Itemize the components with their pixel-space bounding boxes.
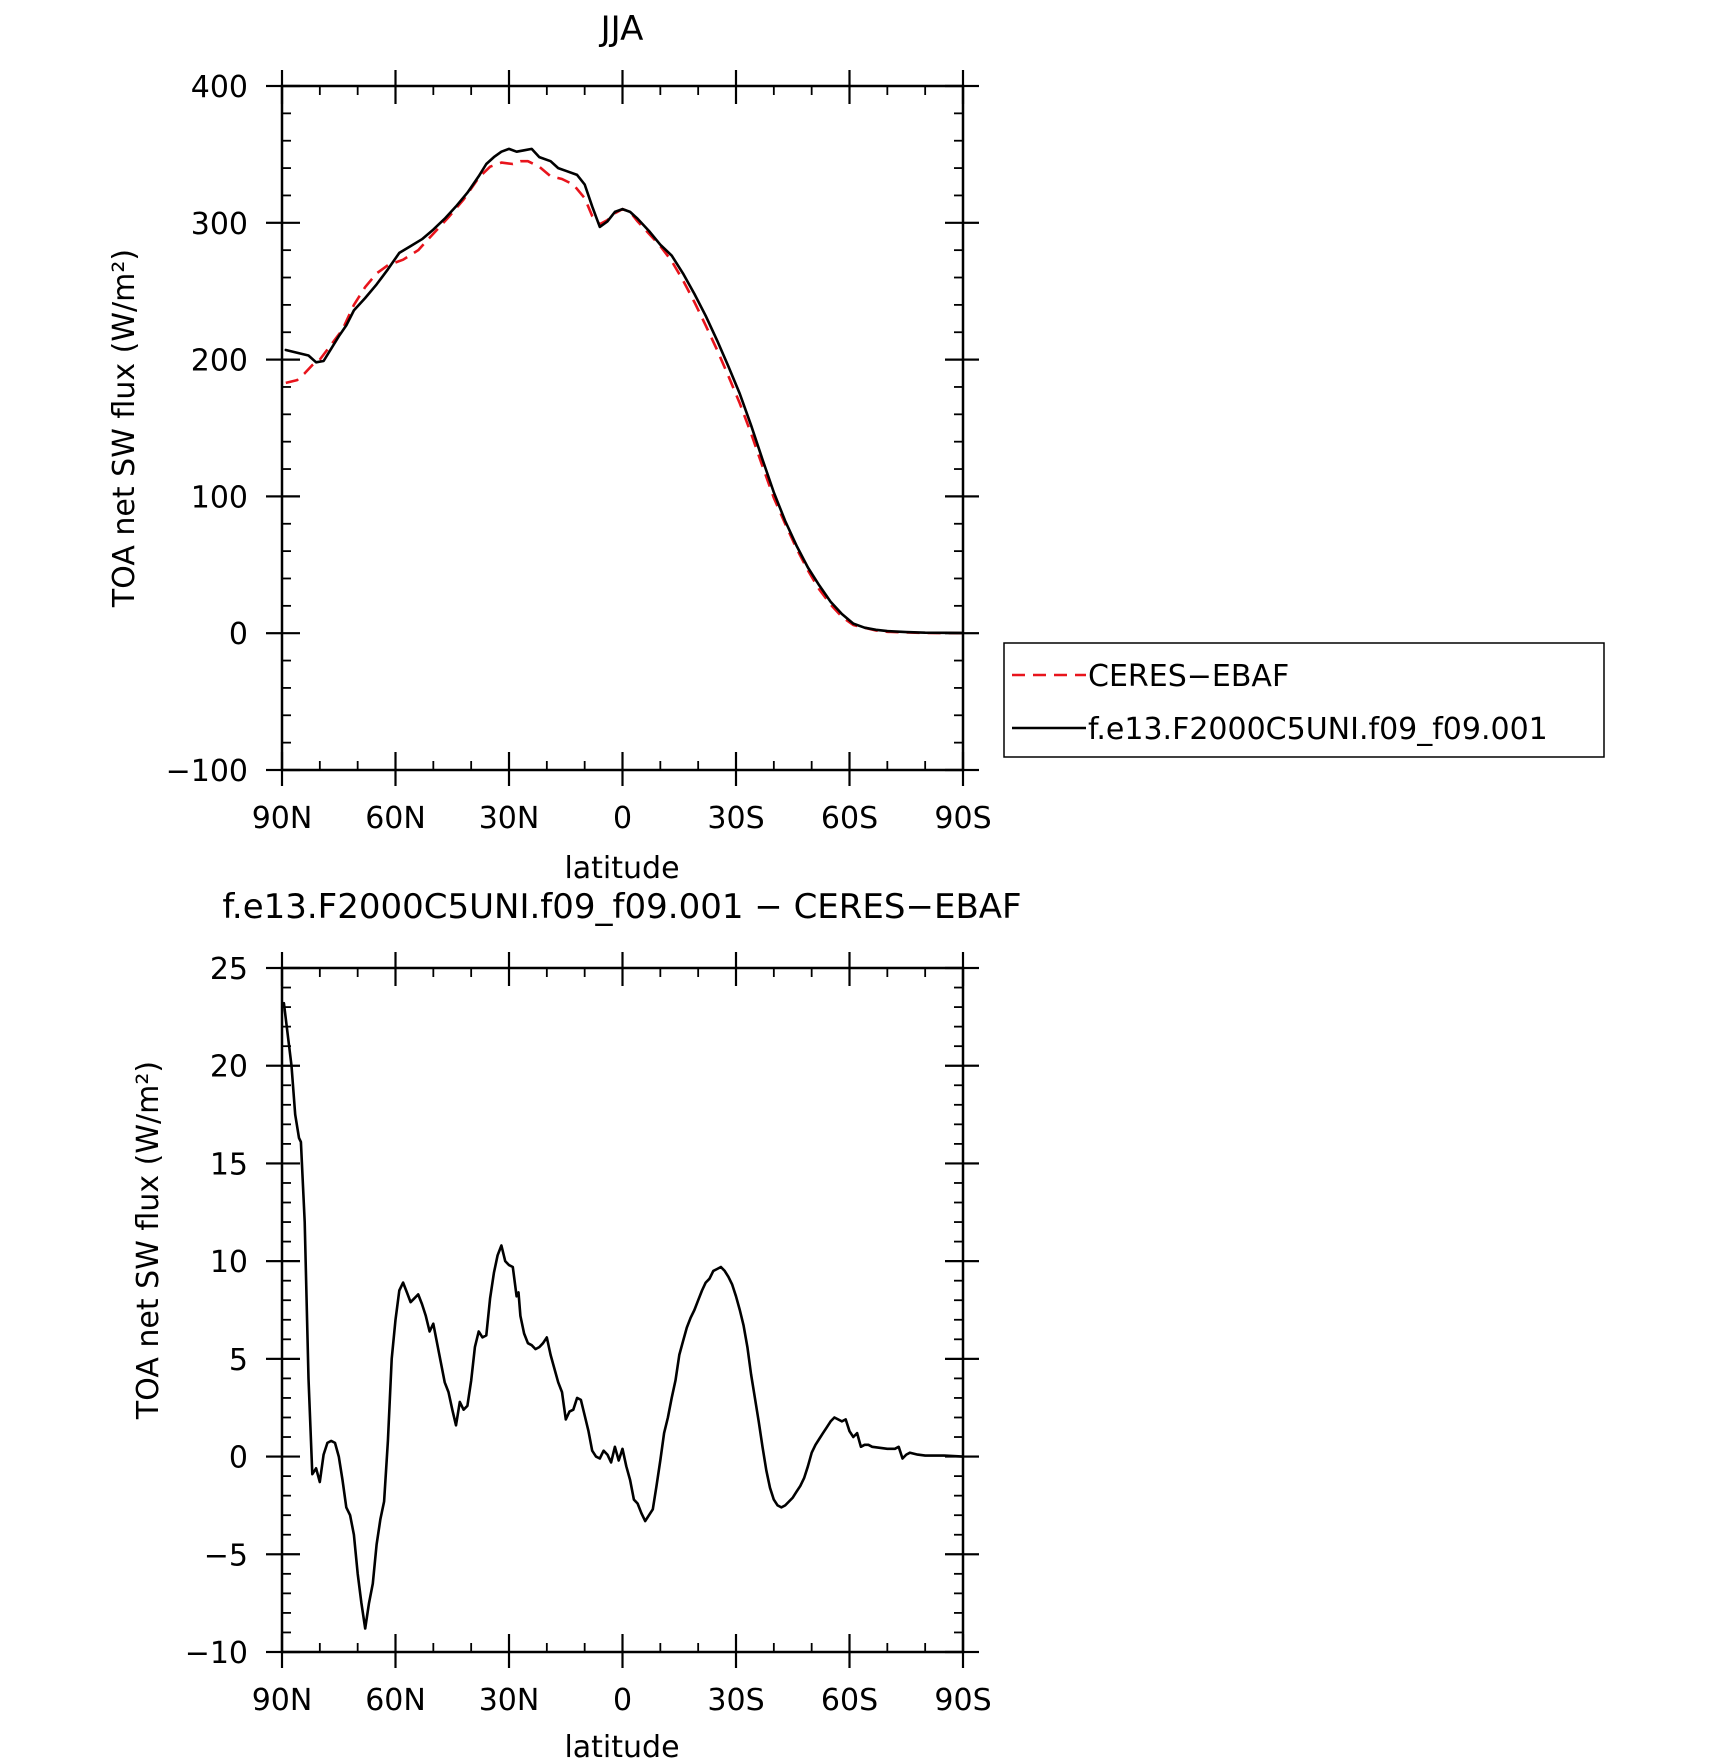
y-tick-label: −100	[166, 754, 248, 789]
x-tick-label: 30N	[479, 801, 540, 836]
series-line-1-0	[282, 1001, 965, 1630]
x-tick-label: 90N	[252, 801, 313, 836]
y-tick-label: 0	[229, 617, 248, 652]
x-tick-label: 60S	[821, 801, 878, 836]
bottom-tick-labels: 90N 60N 30N 0 30S 60S 90S 25 20 15 10 5 0 −5 −10	[185, 952, 992, 1718]
x-tick-label: 30N	[479, 1683, 540, 1718]
top-series-lines	[284, 147, 965, 635]
y-tick-label: 400	[191, 70, 248, 105]
top-x-axis-label: latitude	[564, 851, 679, 886]
y-tick-label: −5	[204, 1538, 248, 1573]
y-tick-label: 300	[191, 207, 248, 242]
x-tick-label: 30S	[707, 1683, 764, 1718]
y-tick-label: 20	[210, 1050, 248, 1085]
y-tick-label: 25	[210, 952, 248, 987]
top-y-axis-label: TOA net SW flux (W/m²)	[107, 249, 142, 608]
x-tick-label: 60N	[365, 801, 426, 836]
x-tick-label: 90S	[934, 801, 991, 836]
y-tick-label: 0	[229, 1441, 248, 1476]
top-chart-title: JJA	[599, 9, 644, 49]
bottom-chart-title: f.e13.F2000C5UNI.f09_f09.001 − CERES−EBA…	[222, 887, 1021, 927]
y-tick-label: 200	[191, 344, 248, 379]
series-line-0-0	[285, 159, 964, 635]
bottom-series-lines	[282, 1001, 965, 1630]
y-tick-label: 100	[191, 480, 248, 515]
legend-label-ceres-ebaf: CERES−EBAF	[1088, 659, 1289, 694]
series-line-0-1	[284, 147, 965, 635]
x-tick-label: 30S	[707, 801, 764, 836]
plot-frame	[280, 966, 965, 1654]
x-tick-label: 60N	[365, 1683, 426, 1718]
legend: CERES−EBAF f.e13.F2000C5UNI.f09_f09.001	[1003, 642, 1605, 758]
y-tick-label: 15	[210, 1147, 248, 1182]
x-tick-label: 0	[613, 801, 632, 836]
bottom-axes	[266, 952, 979, 1668]
x-tick-label: 0	[613, 1683, 632, 1718]
top-axes	[266, 70, 979, 786]
y-tick-label: −10	[185, 1636, 248, 1671]
plot-frame	[280, 84, 965, 772]
legend-box	[1003, 642, 1605, 758]
bottom-y-axis-label: TOA net SW flux (W/m²)	[131, 1061, 166, 1420]
y-tick-label: 5	[229, 1343, 248, 1378]
x-tick-label: 90N	[252, 1683, 313, 1718]
legend-label-model: f.e13.F2000C5UNI.f09_f09.001	[1088, 712, 1548, 747]
bottom-x-axis-label: latitude	[564, 1730, 679, 1762]
x-tick-label: 60S	[821, 1683, 878, 1718]
x-tick-label: 90S	[934, 1683, 991, 1718]
y-tick-label: 10	[210, 1245, 248, 1280]
bottom-panel: f.e13.F2000C5UNI.f09_f09.001 − CERES−EBA…	[131, 887, 1022, 1762]
top-panel: JJA 90N 60N 30N 0 30S 60S 90S 400 300 200 100 0 −100…	[107, 9, 992, 886]
top-tick-labels: 90N 60N 30N 0 30S 60S 90S 400 300 200 100 0 −100	[166, 70, 992, 836]
